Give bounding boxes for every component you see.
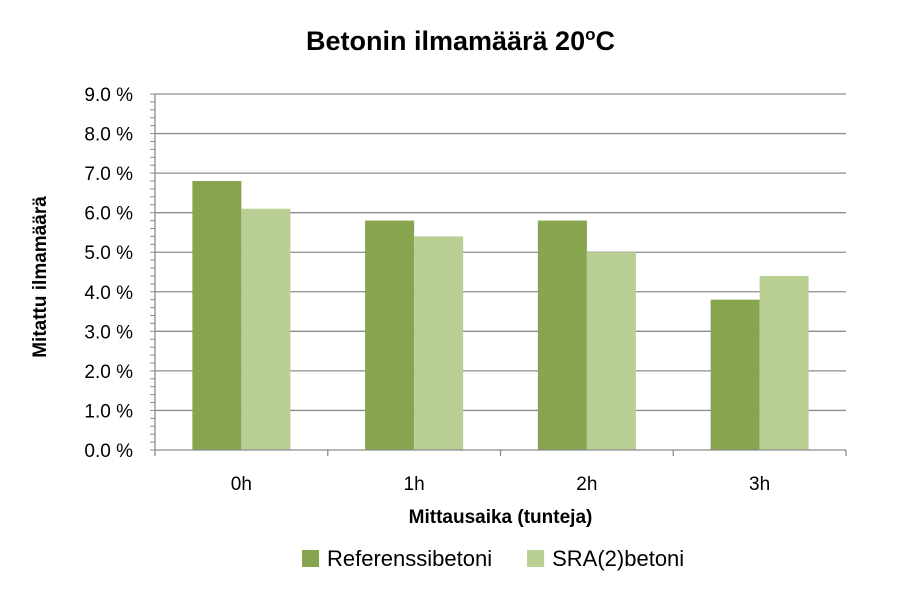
y-tick-label: 7.0 % bbox=[84, 164, 133, 185]
y-tick-label: 5.0 % bbox=[84, 243, 133, 264]
bar-referenssibetoni-3h bbox=[710, 299, 760, 450]
chart-title-text: Betonin ilmamäärä 20 bbox=[305, 26, 586, 56]
y-tick-label: 6.0 % bbox=[84, 204, 133, 225]
y-tick-label: 9.0 % bbox=[84, 85, 133, 106]
chart-title: Betonin ilmamäärä 20oC bbox=[0, 26, 921, 57]
y-tick-label: 2.0 % bbox=[84, 362, 133, 383]
chart-title-superscript: o bbox=[585, 25, 596, 44]
legend-label: SRA(2)betoni bbox=[552, 546, 684, 571]
bar-sra-2-betoni-3h bbox=[759, 275, 809, 450]
x-axis-label: Mittausaika (tunteja) bbox=[409, 507, 593, 528]
y-tick-label: 4.0 % bbox=[84, 283, 133, 304]
legend-swatch bbox=[527, 550, 545, 567]
bar-sra-2-betoni-1h bbox=[414, 236, 464, 450]
legend-swatch bbox=[302, 550, 319, 567]
legend-label: Referenssibetoni bbox=[327, 546, 492, 571]
y-tick-label: 1.0 % bbox=[84, 401, 133, 422]
bar-sra-2-betoni-2h bbox=[586, 252, 636, 450]
x-tick-label: 0h bbox=[231, 474, 252, 495]
y-tick-label: 8.0 % bbox=[84, 125, 133, 146]
y-tick-label: 3.0 % bbox=[84, 322, 133, 343]
y-axis-label: Mitattu ilmamäärä bbox=[30, 196, 51, 358]
bar-referenssibetoni-0h bbox=[192, 181, 242, 450]
bar-referenssibetoni-1h bbox=[365, 220, 415, 450]
y-tick-label: 0.0 % bbox=[84, 441, 133, 462]
chart-title-suffix: C bbox=[595, 26, 616, 56]
bar-sra-2-betoni-0h bbox=[241, 208, 291, 450]
x-tick-label: 3h bbox=[749, 474, 770, 495]
x-tick-label: 1h bbox=[404, 474, 425, 495]
bar-referenssibetoni-2h bbox=[537, 220, 587, 450]
x-tick-label: 2h bbox=[576, 474, 597, 495]
